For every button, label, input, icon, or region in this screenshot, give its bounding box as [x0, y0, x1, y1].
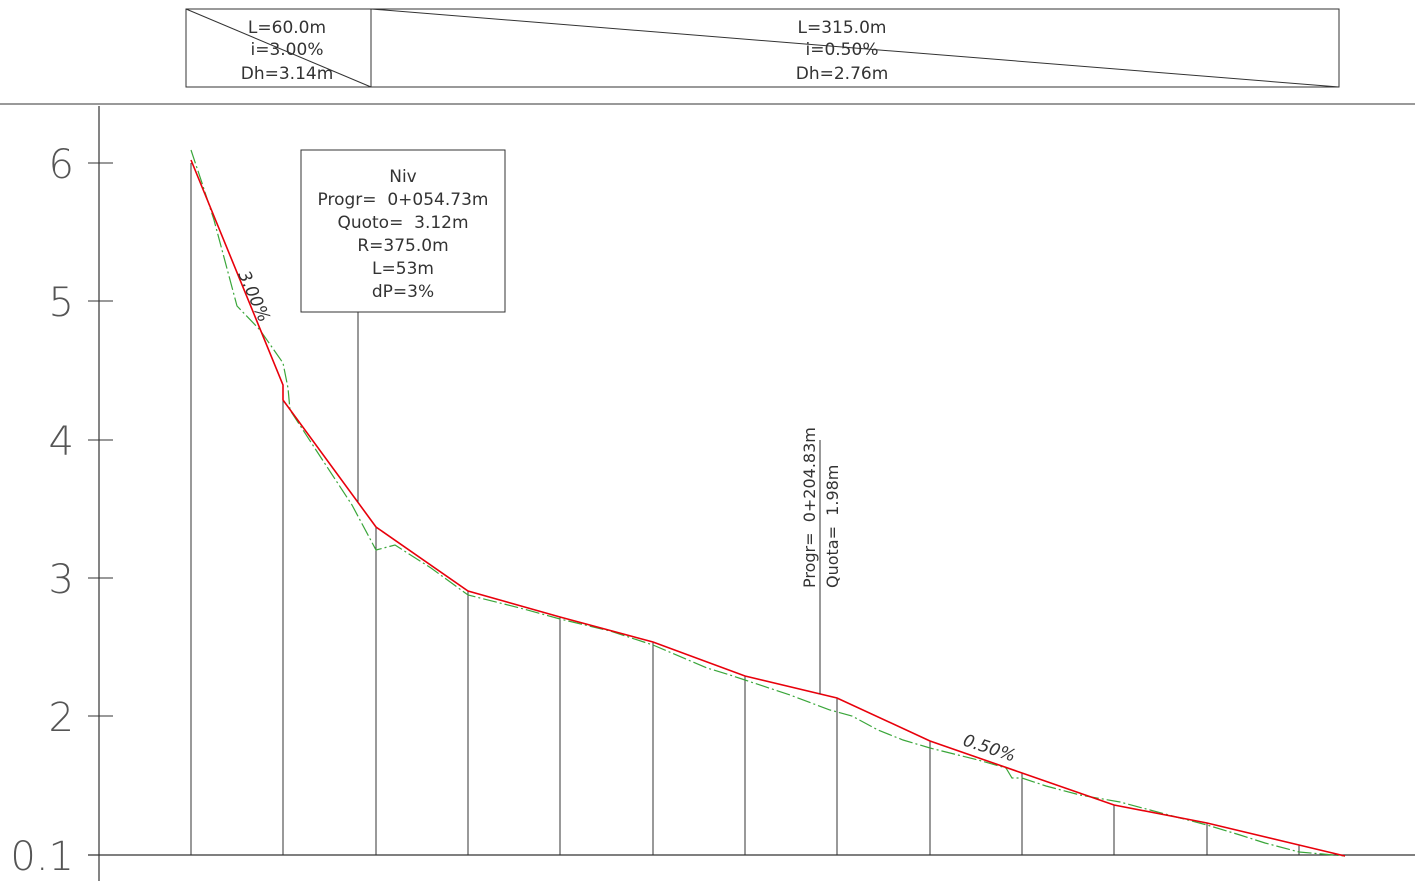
y-tick-label-3: 3	[49, 557, 74, 603]
segment-1-length: L=60.0m	[248, 18, 326, 38]
vertical-curve-progressive: Progr= 0+054.73m	[318, 190, 489, 210]
vertical-curve-name: Niv	[389, 167, 417, 187]
terrain-line	[190, 149, 1346, 857]
segment-2-slope: i=0.50%	[806, 40, 879, 60]
vertical-curve-length: L=53m	[372, 259, 434, 279]
segment-table: L=60.0m i=3.00% Dh=3.14m L=315.0m i=0.50…	[185, 8, 1340, 88]
segment-2-diagonal	[370, 8, 1340, 88]
y-ticks: 6 5 4 3 2 0.1	[10, 142, 113, 880]
vertical-curve-callout: Niv Progr= 0+054.73m Quoto= 3.12m R=375.…	[300, 149, 506, 502]
y-tick-label-0-1: 0.1	[10, 834, 74, 880]
segment-1-slope: i=3.00%	[251, 40, 324, 60]
point-callout: Progr= 0+204.83m Quota= 1.98m	[800, 427, 842, 694]
y-tick-label-6: 6	[49, 142, 74, 188]
vertical-curve-box	[300, 149, 506, 313]
y-tick-label-4: 4	[49, 419, 74, 465]
segment-1-drop: Dh=3.14m	[241, 64, 334, 84]
point-elevation: Quota= 1.98m	[823, 465, 842, 588]
design-line	[190, 159, 1346, 857]
point-progressive: Progr= 0+204.83m	[800, 427, 819, 588]
segment-2-length: L=315.0m	[798, 18, 887, 38]
station-lines	[190, 163, 1300, 855]
y-tick-label-2: 2	[49, 695, 74, 741]
vertical-curve-elevation: Quoto= 3.12m	[337, 213, 468, 233]
segment-box-2	[370, 8, 1340, 88]
slope-label-steep: 3.00%	[233, 268, 273, 325]
y-tick-label-5: 5	[49, 280, 74, 326]
vertical-curve-radius: R=375.0m	[357, 236, 448, 256]
segment-2-drop: Dh=2.76m	[796, 64, 889, 84]
segment-1-diagonal	[185, 8, 372, 88]
vertical-curve-grade-change: dP=3%	[372, 282, 434, 302]
